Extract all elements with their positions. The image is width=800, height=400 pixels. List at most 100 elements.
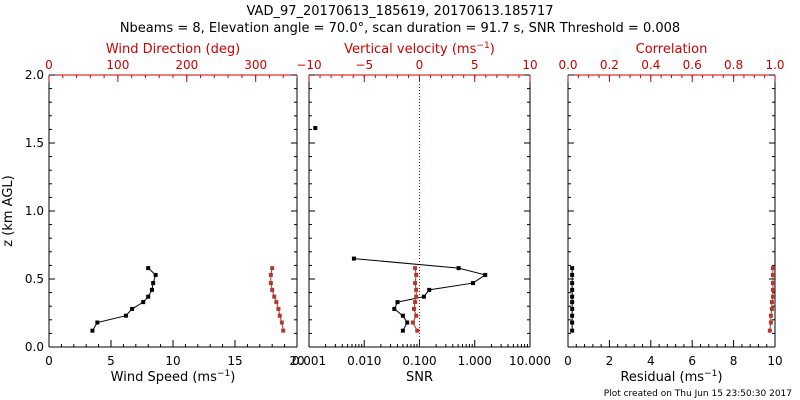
top-axis-label: Wind Direction (deg)	[106, 42, 240, 57]
data-point-top	[413, 281, 418, 286]
top-tick-label: 300	[244, 58, 267, 72]
data-point-top	[770, 272, 775, 277]
y-tick-label: 0.0	[25, 340, 44, 354]
x-tick-label: 20	[289, 354, 304, 368]
data-point-top	[411, 306, 416, 311]
data-point-top	[274, 300, 279, 305]
data-point-bottom	[570, 328, 575, 333]
top-tick-label: 100	[106, 58, 129, 72]
series-line-top	[270, 268, 284, 331]
data-point-bottom	[483, 272, 488, 277]
top-tick-label: 0.4	[641, 58, 660, 72]
data-point-top	[279, 320, 284, 325]
data-point-bottom	[95, 320, 100, 325]
data-point-bottom	[570, 294, 575, 299]
data-point-top	[414, 313, 419, 318]
data-point-top	[770, 266, 775, 271]
x-tick-label: 10	[767, 354, 782, 368]
data-point-bottom	[570, 300, 575, 305]
data-point-top	[768, 313, 773, 318]
x-tick-label: 10	[165, 354, 180, 368]
top-axis-label: Vertical velocity (ms−1)	[344, 41, 495, 57]
data-point-top	[413, 300, 418, 305]
x-tick-label: 0.100	[402, 354, 436, 368]
x-tick-label: 0.001	[292, 354, 326, 368]
data-point-top	[770, 281, 775, 286]
series-line-bottom	[91, 267, 157, 331]
top-tick-label: 0	[45, 58, 53, 72]
data-point-bottom	[570, 287, 575, 292]
data-point-top	[414, 287, 419, 292]
data-point-bottom	[570, 306, 575, 311]
data-point-bottom	[570, 266, 575, 271]
data-point-top	[414, 294, 419, 299]
x-axis-label: SNR	[406, 370, 433, 385]
data-point-top	[767, 328, 772, 333]
top-tick-label: 0.2	[600, 58, 619, 72]
x-tick-label: 10.000	[509, 354, 551, 368]
data-point-bottom	[570, 320, 575, 325]
x-tick-label: 0	[45, 354, 53, 368]
data-point-top	[276, 306, 281, 311]
top-tick-label: 0	[416, 58, 424, 72]
data-point-bottom	[313, 126, 318, 131]
x-tick-label: 2	[606, 354, 614, 368]
data-point-top	[270, 287, 275, 292]
data-point-bottom	[130, 306, 135, 311]
top-tick-label: 0.8	[724, 58, 743, 72]
data-point-bottom	[570, 272, 575, 277]
top-axis-label: Correlation	[636, 42, 708, 57]
x-tick-label: 15	[227, 354, 242, 368]
data-point-bottom	[141, 300, 146, 305]
data-point-bottom	[400, 328, 405, 333]
data-point-top	[769, 306, 774, 311]
data-point-bottom	[90, 328, 95, 333]
data-point-top	[410, 320, 415, 325]
x-tick-label: 0	[564, 354, 572, 368]
top-tick-label: −10	[296, 58, 321, 72]
data-point-top	[268, 272, 273, 277]
data-point-top	[268, 281, 273, 286]
data-point-top	[770, 294, 775, 299]
x-tick-label: 1.000	[458, 354, 492, 368]
data-point-bottom	[123, 313, 128, 318]
x-tick-label: 0.010	[347, 354, 381, 368]
panel-residual: 0 2 4 6 8 10 0.0 0.2 0.4 0.6 0.8 1.0 Residual (ms−1)…	[558, 42, 784, 385]
x-axis-label: Residual (ms−1)	[620, 369, 722, 385]
data-point-top	[270, 266, 275, 271]
figure-title: VAD_97_20170613_185619, 20170613.185717	[247, 4, 554, 19]
data-point-bottom	[456, 266, 461, 271]
data-point-bottom	[392, 306, 397, 311]
data-point-bottom	[421, 294, 426, 299]
data-point-bottom	[570, 313, 575, 318]
data-point-top	[769, 300, 774, 305]
top-tick-label: 10	[522, 58, 537, 72]
data-point-bottom	[146, 294, 151, 299]
y-tick-label: 1.0	[25, 204, 44, 218]
data-point-bottom	[405, 320, 410, 325]
data-point-bottom	[427, 287, 432, 292]
series-line-top	[769, 268, 774, 331]
y-tick-label: 1.5	[25, 136, 44, 150]
top-tick-label: 1.0	[765, 58, 784, 72]
plot-created-footer: Plot created on Thu Jun 15 23:50:30 2017	[604, 389, 792, 399]
top-tick-label: 0.0	[558, 58, 577, 72]
x-tick-label: 6	[688, 354, 696, 368]
data-point-bottom	[151, 281, 156, 286]
y-tick-label: 2.0	[25, 68, 44, 82]
x-tick-label: 5	[107, 354, 115, 368]
data-point-bottom	[351, 256, 356, 261]
top-tick-label: 5	[471, 58, 479, 72]
data-point-top	[770, 287, 775, 292]
x-tick-label: 4	[647, 354, 655, 368]
data-point-bottom	[395, 300, 400, 305]
series-line-top	[412, 268, 418, 331]
data-point-top	[277, 313, 282, 318]
y-axis-label: z (km AGL)	[1, 175, 16, 246]
data-point-bottom	[146, 266, 151, 271]
data-point-top	[414, 272, 419, 277]
data-point-top	[415, 328, 420, 333]
y-tick-label: 0.5	[25, 272, 44, 286]
